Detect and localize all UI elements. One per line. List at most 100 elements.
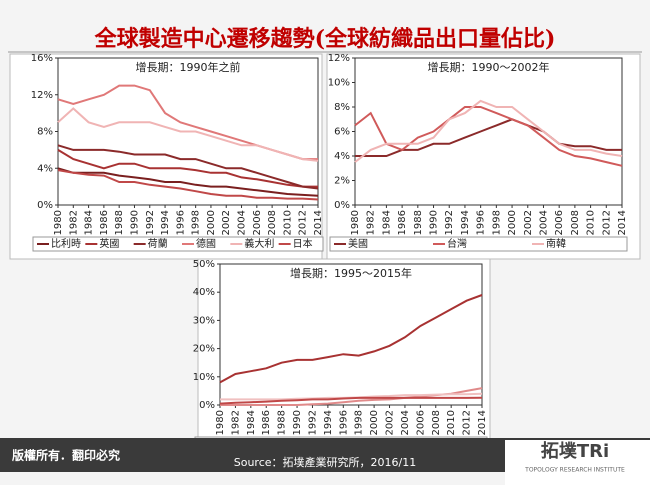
x-tick-label: 1982	[68, 210, 79, 235]
legend-label: 荷蘭	[148, 237, 168, 250]
y-tick-label: 0%	[199, 400, 215, 411]
x-tick-label: 1980	[215, 410, 226, 435]
x-tick-label: 2000	[369, 410, 380, 435]
x-tick-label: 2012	[601, 210, 612, 235]
y-tick-label: 4%	[334, 151, 350, 162]
x-tick-label: 1988	[277, 410, 288, 435]
x-tick-label: 2002	[221, 210, 232, 235]
x-tick-label: 1992	[307, 410, 318, 435]
x-tick-label: 2004	[538, 210, 549, 235]
x-tick-label: 2000	[206, 210, 217, 235]
x-tick-label: 1994	[323, 410, 334, 435]
series-line	[57, 144, 319, 190]
legend-box	[32, 236, 324, 252]
x-tick-label: 1992	[444, 210, 455, 235]
series-line	[57, 149, 318, 188]
legend-label: 英國	[99, 237, 119, 250]
series-line	[57, 169, 319, 201]
x-tick-label: 1986	[397, 210, 408, 235]
x-tick-label: 2002	[385, 410, 396, 435]
x-tick-label: 1990	[129, 210, 140, 235]
x-tick-label: 2010	[446, 410, 457, 435]
y-tick-label: 8%	[334, 102, 350, 113]
x-tick-label: 1988	[114, 210, 125, 235]
x-tick-label: 2000	[507, 210, 518, 235]
source: Source：拓墣產業研究所，2016/11	[234, 455, 416, 469]
y-tick-label: 6%	[334, 127, 350, 138]
logo: 拓墣TRi	[541, 440, 609, 462]
x-tick-label: 1996	[338, 410, 349, 435]
y-tick-label: 20%	[193, 344, 215, 355]
series-line	[57, 107, 319, 162]
series-line	[355, 118, 622, 157]
x-tick-label: 2008	[267, 210, 278, 235]
x-tick-label: 1994	[160, 210, 171, 235]
x-tick-label: 2002	[523, 210, 534, 235]
legend-label: 美國	[348, 237, 368, 250]
series-line	[354, 99, 623, 163]
legend-label: 德國	[196, 237, 216, 250]
x-tick-label: 2010	[282, 210, 293, 235]
y-tick-label: 12%	[31, 90, 53, 101]
x-tick-label: 2012	[298, 210, 309, 235]
x-tick-label: 1996	[175, 210, 186, 235]
x-tick-label: 1994	[460, 210, 471, 235]
x-tick-label: 2006	[252, 210, 263, 235]
x-tick-label: 1990	[292, 410, 303, 435]
x-tick-label: 1996	[476, 210, 487, 235]
x-tick-label: 1982	[230, 410, 241, 435]
chart-panel	[9, 53, 323, 260]
legend-label: 日本	[293, 237, 313, 250]
x-tick-label: 1988	[413, 210, 424, 235]
y-tick-label: 8%	[37, 127, 53, 138]
y-tick-label: 16%	[31, 53, 53, 64]
x-tick-label: 1998	[491, 210, 502, 235]
x-tick-label: 1998	[354, 410, 365, 435]
x-tick-label: 2010	[586, 210, 597, 235]
series-line	[219, 294, 483, 384]
x-tick-label: 2014	[617, 210, 628, 235]
x-tick-label: 2004	[237, 210, 248, 235]
logo-box	[505, 440, 650, 485]
x-tick-label: 2006	[554, 210, 565, 235]
copyright: 版權所有．翻印必究	[12, 448, 120, 463]
series-line	[219, 396, 483, 405]
legend-label: 義大利	[244, 237, 274, 250]
x-tick-label: 2014	[313, 210, 324, 235]
legend-box	[329, 236, 628, 252]
series-line	[354, 106, 623, 167]
x-tick-label: 1984	[246, 410, 257, 435]
x-tick-label: 1986	[261, 410, 272, 435]
y-tick-label: 2%	[334, 176, 350, 187]
y-tick-label: 12%	[328, 53, 350, 64]
chart-subtitle: 增長期：1995～2015年	[290, 266, 412, 280]
x-tick-label: 2008	[570, 210, 581, 235]
y-tick-label: 0%	[334, 200, 350, 211]
plot-area	[219, 263, 483, 406]
logo-subtitle: TOPOLOGY RESEARCH INSTITUTE	[524, 467, 625, 474]
y-tick-label: 4%	[37, 163, 53, 174]
legend-label: 南韓	[546, 237, 566, 250]
x-tick-label: 1980	[53, 210, 64, 235]
y-tick-label: 50%	[193, 259, 215, 270]
slide-title: 全球製造中心遷移趨勢(全球紡織品出口量佔比)	[94, 26, 556, 52]
y-tick-label: 0%	[37, 200, 53, 211]
y-tick-label: 30%	[193, 315, 215, 326]
x-tick-label: 2008	[431, 410, 442, 435]
x-tick-label: 1980	[350, 210, 361, 235]
y-tick-label: 40%	[193, 287, 215, 298]
y-tick-label: 10%	[328, 78, 350, 89]
x-tick-label: 2014	[477, 410, 488, 435]
x-tick-label: 1984	[381, 210, 392, 235]
x-tick-label: 2012	[462, 410, 473, 435]
y-tick-label: 10%	[193, 372, 215, 383]
chart-subtitle: 增長期：1990～2002年	[428, 60, 550, 74]
x-tick-label: 2006	[415, 410, 426, 435]
legend-label: 比利時	[51, 238, 81, 250]
x-tick-label: 1998	[191, 210, 202, 235]
x-tick-label: 1990	[429, 210, 440, 235]
legend-label: 台灣	[447, 237, 467, 250]
x-tick-label: 1984	[84, 210, 95, 235]
x-tick-label: 1992	[145, 210, 156, 235]
